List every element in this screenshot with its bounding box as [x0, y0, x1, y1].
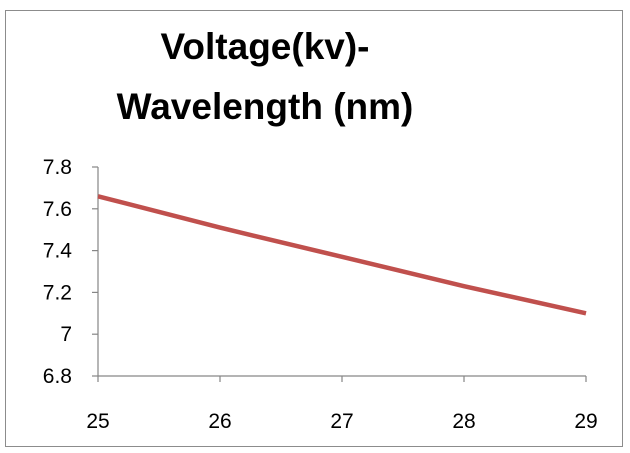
- x-tick-label: 29: [574, 410, 597, 433]
- x-tick-label: 25: [86, 410, 109, 433]
- chart-title-line-2: Wavelength (nm): [116, 86, 414, 127]
- x-tick-label: 27: [330, 410, 353, 433]
- y-tick-label: 6.8: [43, 365, 72, 388]
- series-line: [97, 194, 587, 316]
- chart-title-line-1: Voltage(kv)-: [160, 26, 370, 67]
- y-tick-label: 7.2: [43, 281, 72, 304]
- chart-frame: [5, 10, 623, 447]
- y-tick-label: 7.4: [43, 240, 73, 263]
- y-tick-label: 7.8: [43, 156, 72, 179]
- y-tick-label: 7: [60, 323, 72, 346]
- x-tick-label: 26: [208, 410, 231, 433]
- x-tick-label: 28: [452, 410, 475, 433]
- y-tick-label: 7.6: [43, 198, 72, 221]
